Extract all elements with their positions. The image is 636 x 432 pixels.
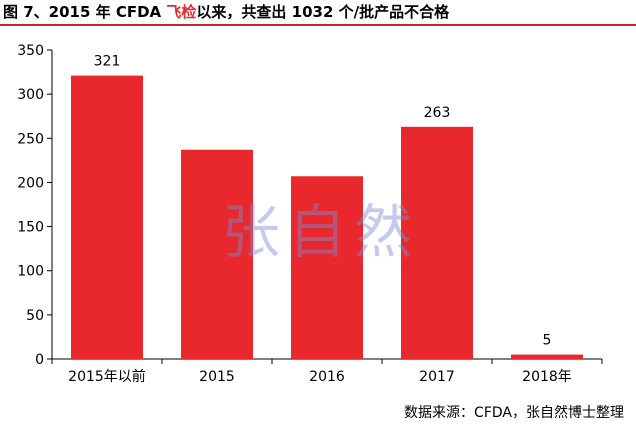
y-tick-label: 0 xyxy=(35,352,44,368)
x-tick-label: 2015年以前 xyxy=(68,368,146,385)
x-tick-label: 2018年 xyxy=(522,369,572,385)
bar xyxy=(71,75,143,360)
title-highlight: 飞检 xyxy=(166,3,197,21)
y-tick-label: 100 xyxy=(17,264,44,280)
x-tick-label: 2015 xyxy=(199,369,235,385)
chart-title: 图 7、2015 年 CFDA 飞检以来，共查出 1032 个/批产品不合格 xyxy=(0,0,636,26)
y-tick-label: 50 xyxy=(26,308,44,324)
title-prefix: 图 7、2015 年 CFDA xyxy=(3,3,167,21)
bar xyxy=(291,176,363,359)
bar xyxy=(181,149,253,359)
title-suffix: 以来，共查出 1032 个/批产品不合格 xyxy=(196,3,450,21)
bar-chart: 0 50 100 150 200 250 300 350 2015年以前 321 2015 2016 2… xyxy=(17,43,603,385)
data-label: 263 xyxy=(424,105,451,121)
y-tick-label: 150 xyxy=(17,220,44,236)
x-tick-label: 2016 xyxy=(309,369,345,385)
watermark: 张自然 xyxy=(222,198,421,266)
bar xyxy=(401,126,473,360)
x-tick-label: 2017 xyxy=(419,369,455,385)
bar xyxy=(511,354,583,359)
data-label: 5 xyxy=(543,333,552,349)
data-label: 321 xyxy=(94,54,121,70)
y-tick-label: 300 xyxy=(17,87,44,103)
y-tick-label: 250 xyxy=(17,131,44,147)
y-tick-label: 200 xyxy=(17,175,44,191)
source-note: 数据来源：CFDA，张自然博士整理 xyxy=(404,405,624,421)
y-tick-label: 350 xyxy=(17,43,44,59)
